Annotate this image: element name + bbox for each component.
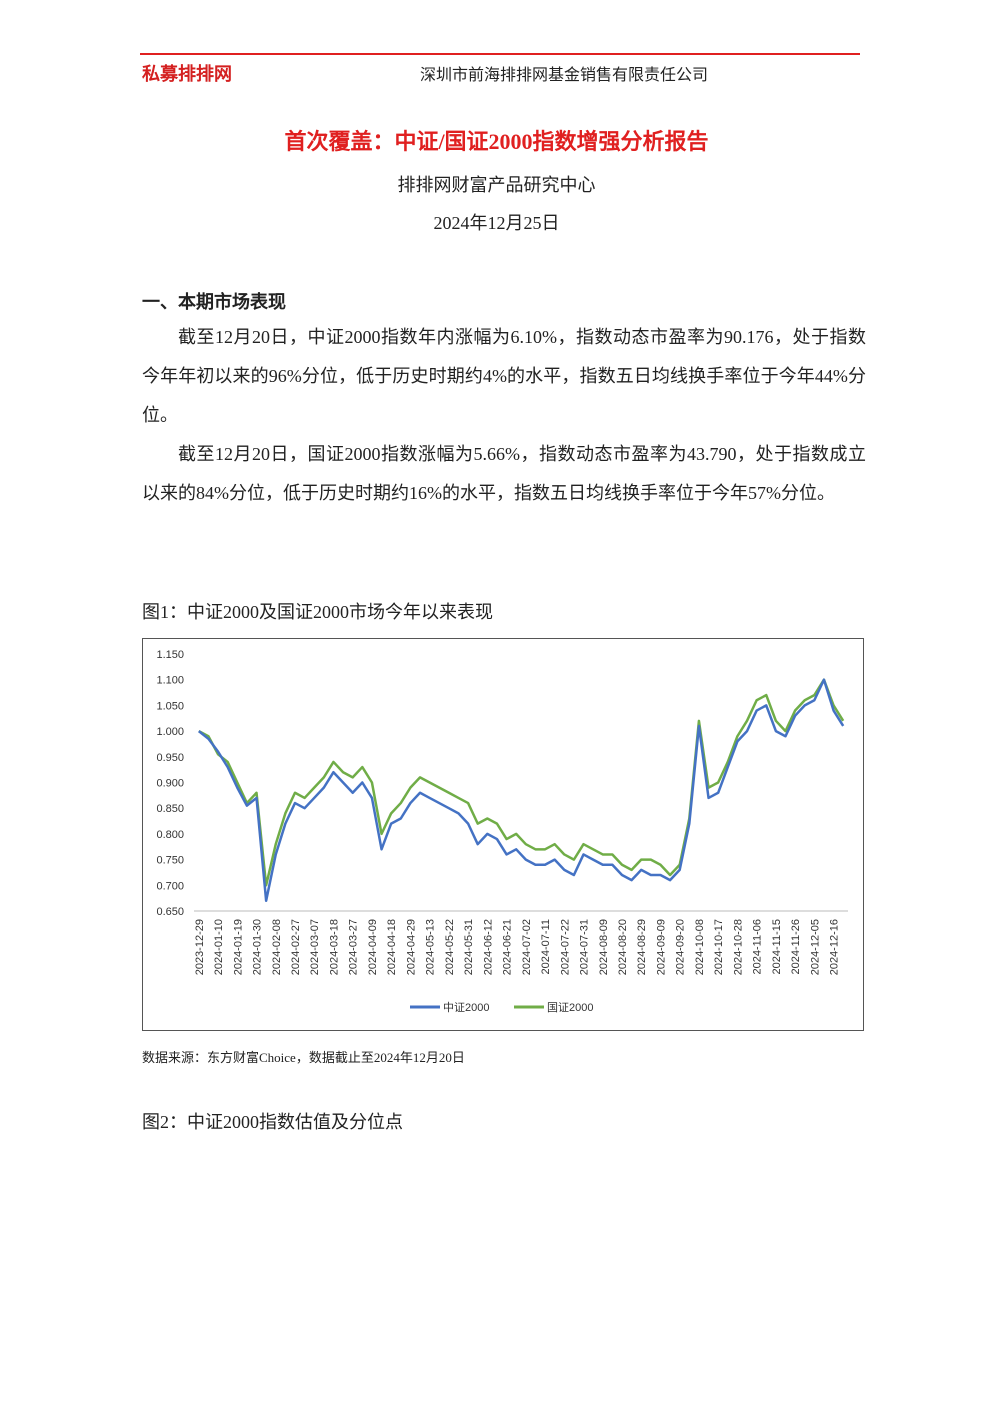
x-tick-label: 2023-12-29 [194,919,206,975]
paragraph: 截至12月20日，国证2000指数涨幅为5.66%，指数动态市盈率为43.790… [142,444,866,503]
date: 2024年12月25日 [433,213,560,233]
x-tick-label: 2024-05-13 [425,919,437,975]
section-heading: 一、本期市场表现 [142,292,286,312]
x-tick-label: 2024-11-06 [752,919,764,974]
x-tick-label: 2024-12-16 [829,919,841,975]
x-tick-label: 2024-04-29 [405,919,417,975]
y-tick-label: 0.950 [156,752,184,764]
x-tick-label: 2024-01-19 [232,919,244,975]
y-tick-label: 1.150 [156,649,184,661]
y-tick-label: 0.700 [156,880,184,892]
y-tick-label: 0.800 [156,829,184,841]
company: 深圳市前海排排网基金销售有限责任公司 [420,67,709,84]
y-tick-label: 0.750 [156,855,184,867]
y-tick-label: 1.100 [156,675,184,687]
x-tick-label: 2024-10-28 [732,919,744,975]
x-tick-label: 2024-02-08 [271,919,283,975]
source-note: 数据来源：东方财富Choice，数据截止至2024年12月20日 [142,1050,465,1065]
x-tick-label: 2024-01-30 [252,919,264,975]
x-tick-label: 2024-04-18 [386,919,398,975]
x-tick-label: 2024-03-18 [328,919,340,975]
paragraph: 截至12月20日，中证2000指数年内涨幅为6.10%，指数动态市盈率为90.1… [142,327,866,425]
chart: 0.650 0.700 0.750 0.800 0.850 0.900 0.950 1.000… [142,638,864,1031]
x-tick-label: 2024-11-15 [771,919,783,974]
x-tick-label: 2024-06-12 [482,919,494,975]
x-tick-label: 2024-07-22 [559,919,571,975]
x-tick-label: 2024-03-07 [309,919,321,975]
x-tick-label: 2024-10-08 [694,919,706,975]
x-tick-label: 2024-07-31 [579,919,591,975]
y-tick-label: 0.650 [156,906,184,918]
x-tick-label: 2024-04-09 [367,919,379,975]
header-rule [140,53,860,55]
figure-caption: 图1：中证2000及国证2000市场今年以来表现 [142,602,493,622]
x-tick-label: 2024-09-20 [675,919,687,975]
x-tick-label: 2024-03-27 [348,919,360,975]
logo: 私募排排网 [142,64,232,85]
figure-caption: 图2：中证2000指数估值及分位点 [142,1112,403,1132]
x-tick-label: 2024-05-31 [463,919,475,975]
series-line [198,678,845,902]
legend-label: 国证2000 [547,1001,593,1014]
x-tick-label: 2024-07-02 [521,919,533,975]
title: 首次覆盖：中证/国证2000指数增强分析报告 [284,129,709,154]
x-tick-label: 2024-06-21 [502,919,514,975]
x-tick-label: 2024-12-05 [809,919,821,975]
x-tick-label: 2024-11-26 [790,919,802,974]
x-tick-label: 2024-09-09 [655,919,667,975]
y-tick-label: 1.050 [156,700,184,712]
series-line [198,678,845,887]
y-tick-label: 0.850 [156,803,184,815]
y-tick-label: 0.900 [156,778,184,790]
x-tick-label: 2024-02-27 [290,919,302,975]
x-tick-label: 2024-08-29 [636,919,648,975]
x-tick-label: 2024-08-20 [617,919,629,975]
legend-label: 中证2000 [443,1001,489,1014]
x-tick-label: 2024-10-17 [713,919,725,975]
x-tick-label: 2024-05-22 [444,919,456,975]
x-tick-label: 2024-08-09 [598,919,610,975]
x-tick-label: 2024-01-10 [213,919,225,975]
author: 排排网财富产品研究中心 [397,175,596,195]
x-tick-label: 2024-07-11 [540,919,552,974]
y-tick-label: 1.000 [156,726,184,738]
